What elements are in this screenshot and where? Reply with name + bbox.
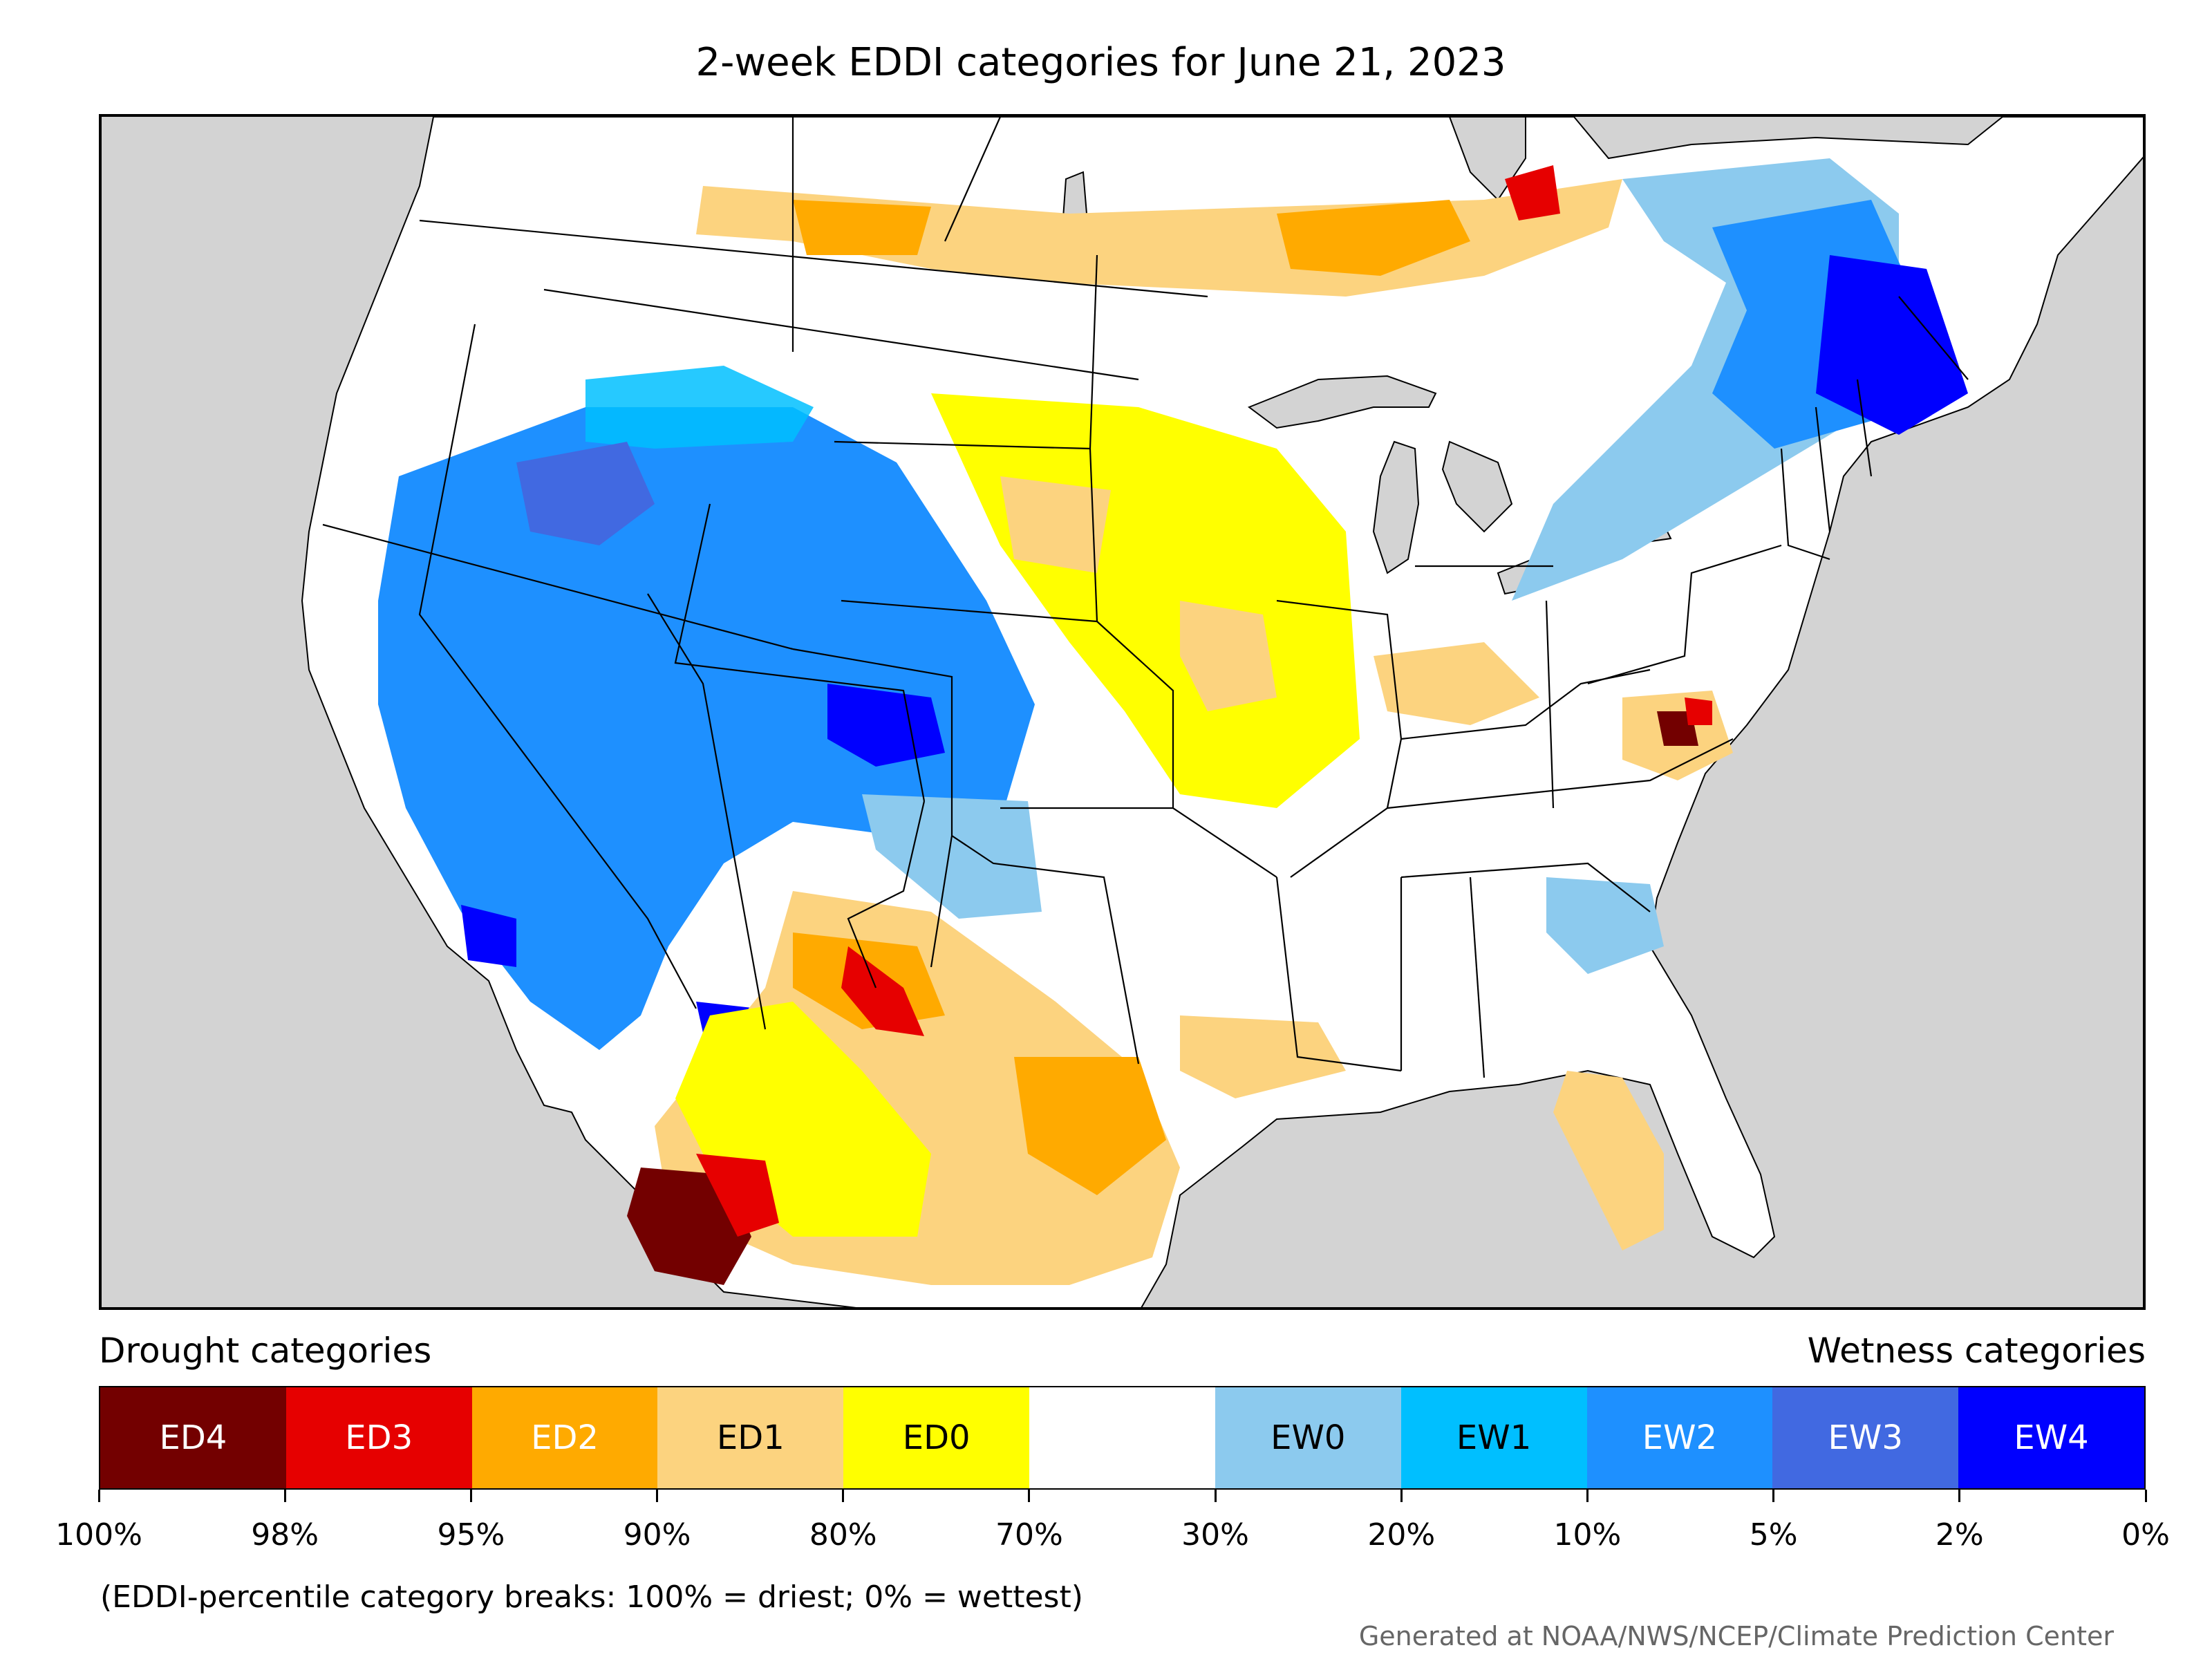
colorbar-tick [842, 1490, 845, 1502]
colorbar-tick-label: 30% [1181, 1517, 1249, 1553]
colorbar-tick-label: 20% [1367, 1517, 1436, 1553]
colorbar-tick-label: 70% [995, 1517, 1063, 1553]
colorbar-cell-ew0: EW0 [1215, 1387, 1401, 1488]
category-break-note: (EDDI-percentile category breaks: 100% =… [100, 1580, 1083, 1615]
colorbar-tick [1214, 1490, 1217, 1502]
colorbar-tick [1400, 1490, 1403, 1502]
colorbar-tick [656, 1490, 659, 1502]
colorbar-tick-label: 95% [437, 1517, 505, 1553]
colorbar-tick [1586, 1490, 1588, 1502]
colorbar-tick-label: 98% [251, 1517, 319, 1553]
credit-line: Generated at NOAA/NWS/NCEP/Climate Predi… [1358, 1621, 2114, 1651]
colorbar-tick-label: 10% [1553, 1517, 1622, 1553]
colorbar-tick [283, 1490, 286, 1502]
lake-huron [1441, 440, 1513, 533]
wetness-categories-heading: Wetness categories [1807, 1331, 2146, 1371]
colorbar-cell-ed2: ED2 [471, 1387, 658, 1488]
colorbar-cell-ew2: EW2 [1586, 1387, 1773, 1488]
colorbar-tick [1028, 1490, 1031, 1502]
colorbar-cell-ed4: ED4 [100, 1387, 286, 1488]
colorbar-cell-ew1: EW1 [1400, 1387, 1587, 1488]
colorbar-cell-ed3: ED3 [285, 1387, 472, 1488]
drought-region-south [627, 691, 1733, 1285]
colorbar-tick [469, 1490, 472, 1502]
colorbar-cell-neutral [1029, 1387, 1215, 1488]
colorbar-tick [2144, 1490, 2147, 1502]
lake-michigan [1372, 440, 1420, 574]
colorbar-tick-label: 90% [623, 1517, 691, 1553]
colorbar-cell-ew3: EW3 [1772, 1387, 1959, 1488]
colorbar-tick [1772, 1490, 1775, 1502]
drought-categories-heading: Drought categories [99, 1331, 432, 1371]
colorbar-tick [1958, 1490, 1961, 1502]
wetness-region-east [1512, 158, 1968, 974]
colorbar-cell-ew4: EW4 [1958, 1387, 2144, 1488]
colorbar-cell-ed0: ED0 [843, 1387, 1030, 1488]
drought-region-north [696, 165, 1622, 808]
lake-superior [1247, 375, 1437, 429]
colorbar-tick-label: 80% [809, 1517, 877, 1553]
map-title: 2-week EDDI categories for June 21, 2023 [695, 40, 1506, 85]
colorbar-tick-label: 0% [2121, 1517, 2170, 1553]
eddi-map [99, 114, 2146, 1310]
colorbar-tick-label: 2% [1935, 1517, 1984, 1553]
colorbar-tick [97, 1490, 100, 1502]
map-canvas [301, 117, 2143, 1307]
colorbar-tick-label: 5% [1749, 1517, 1798, 1553]
wetness-region-west [378, 366, 1042, 1064]
colorbar-tick-label: 100% [55, 1517, 142, 1553]
state-boundaries [322, 117, 1969, 1078]
category-colorbar: ED4 ED3 ED2 ED1 ED0 EW0 EW1 EW2 EW3 EW4 [99, 1386, 2146, 1490]
colorbar-cell-ed1: ED1 [657, 1387, 844, 1488]
